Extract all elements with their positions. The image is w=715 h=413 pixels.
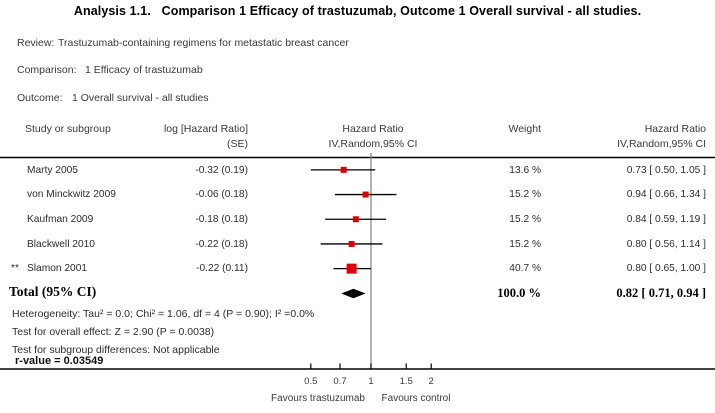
study-log: -0.18 (0.18) — [195, 213, 248, 225]
study-weight: 15.2 % — [509, 238, 541, 250]
outcome-value: 1 Overall survival - all studies — [72, 92, 209, 104]
column-header-plot-1: Hazard Ratio — [342, 123, 404, 135]
study-name: Slamon 2001 — [27, 263, 88, 275]
study-row: Blackwell 2010 -0.22 (0.18) 15.2 % 0.80 [ 0… — [0, 232, 715, 257]
study-row: von Minckwitz 2009 -0.06 (0.18) 15.2 % 0.94… — [0, 182, 715, 207]
overall-effect-text: Test for overall effect: Z = 2.90 (P = 0… — [12, 326, 215, 338]
study-weight: 15.2 % — [509, 213, 541, 225]
column-header-study: Study or subgroup — [25, 123, 111, 135]
review-value: Trastuzumab-containing regimens for meta… — [58, 37, 349, 49]
outcome-label: Outcome: — [17, 92, 63, 104]
study-ci: 0.84 [ 0.59, 1.19 ] — [626, 213, 706, 225]
axis-tick-label: 0.7 — [333, 376, 347, 387]
study-ci: 0.80 [ 0.65, 1.00 ] — [626, 263, 706, 275]
comparison-label: Comparison: — [17, 64, 77, 76]
study-weight: 15.2 % — [509, 189, 541, 201]
r-value-annotation: r-value = 0.03549 — [15, 355, 104, 367]
column-header-hr-2: IV,Random,95% CI — [617, 138, 706, 150]
column-header-weight: Weight — [508, 123, 542, 135]
study-prefix: ** — [11, 263, 19, 275]
column-header-loghr-2: (SE) — [227, 138, 248, 150]
study-ci: 0.80 [ 0.56, 1.14 ] — [626, 238, 706, 250]
total-label: Total (95% CI) — [9, 284, 97, 299]
axis-tick-label: 2 — [428, 376, 434, 387]
axis-tick-label: 1.5 — [399, 376, 413, 387]
study-name: Blackwell 2010 — [27, 238, 95, 250]
study-log: -0.22 (0.11) — [196, 263, 248, 275]
study-name: Kaufman 2009 — [27, 213, 94, 225]
axis-tick-label: 0.5 — [304, 376, 318, 387]
column-header-hr-1: Hazard Ratio — [644, 123, 706, 135]
study-weight: 13.6 % — [509, 164, 541, 176]
review-label: Review: — [17, 37, 55, 49]
study-row: Kaufman 2009 -0.18 (0.18) 15.2 % 0.84 [ 0.5… — [0, 207, 715, 232]
study-log: -0.22 (0.18) — [195, 238, 248, 250]
axis-tick-label: 1 — [368, 376, 374, 387]
subgroup-test-text: Test for subgroup differences: Not appli… — [12, 344, 220, 356]
column-header-plot-2: IV,Random,95% CI — [328, 138, 418, 150]
study-row: ** Slamon 2001 -0.22 (0.11) 40.7 % 0.80 [ 0.… — [0, 256, 715, 281]
total-diamond — [341, 288, 366, 299]
comparison-value: 1 Efficacy of trastuzumab — [85, 64, 203, 76]
study-ci: 0.94 [ 0.66, 1.34 ] — [626, 189, 706, 201]
total-weight: 100.0 % — [497, 286, 541, 300]
study-log: -0.32 (0.19) — [195, 164, 248, 176]
study-name: von Minckwitz 2009 — [27, 189, 116, 201]
study-row: Marty 2005 -0.32 (0.19) 13.6 % 0.73 [ 0.50,… — [0, 158, 715, 183]
study-log: -0.06 (0.18) — [195, 189, 248, 201]
page-title: Analysis 1.1. Comparison 1 Efficacy of t… — [73, 4, 642, 18]
column-header-loghr-1: log [Hazard Ratio] — [163, 123, 248, 135]
heterogeneity-text: Heterogeneity: Tau² = 0.0; Chi² = 1.06, … — [12, 308, 315, 320]
study-ci: 0.73 [ 0.50, 1.05 ] — [626, 164, 706, 176]
study-name: Marty 2005 — [27, 164, 78, 176]
study-weight: 40.7 % — [509, 263, 541, 275]
favours-left-label: Favours trastuzumab — [271, 393, 365, 404]
favours-right-label: Favours control — [381, 393, 451, 404]
total-ci: 0.82 [ 0.71, 0.94 ] — [616, 286, 706, 300]
